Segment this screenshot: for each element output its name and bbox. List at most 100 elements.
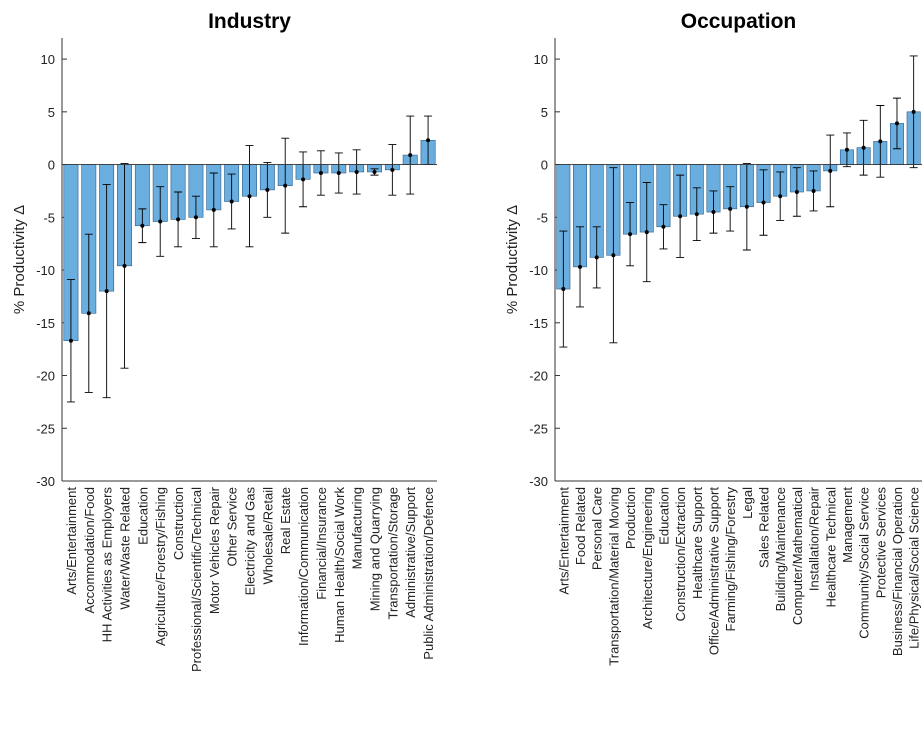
value-dot xyxy=(594,255,599,260)
x-tick-label: Manufacturing xyxy=(350,487,365,569)
value-dot xyxy=(336,171,341,176)
x-tick-label: Computer/Mathematical xyxy=(790,487,805,625)
x-tick-label: Production xyxy=(623,487,638,549)
y-tick-label: -5 xyxy=(43,210,55,225)
y-tick-label: 0 xyxy=(541,158,548,173)
y-tick-label: 0 xyxy=(48,158,55,173)
value-dot xyxy=(628,232,633,237)
value-dot xyxy=(354,169,359,174)
x-tick-label: Management xyxy=(840,487,855,563)
y-axis-label: % Productivity Δ xyxy=(504,205,521,314)
y-tick-label: -25 xyxy=(36,421,55,436)
y-tick-label: 10 xyxy=(41,52,55,67)
y-tick-label: -25 xyxy=(529,421,548,436)
x-tick-label: HH Activities as Employers xyxy=(100,487,115,643)
x-tick-label: Public Administration/Defence xyxy=(421,487,436,660)
value-dot xyxy=(193,215,198,220)
value-dot xyxy=(158,219,163,224)
y-tick-label: -5 xyxy=(536,210,548,225)
value-dot xyxy=(318,171,323,176)
value-dot xyxy=(211,207,216,212)
value-dot xyxy=(283,183,288,188)
x-tick-label: Transportation/Material Moving xyxy=(606,487,621,666)
value-dot xyxy=(140,223,145,228)
value-dot xyxy=(728,206,733,211)
value-dot xyxy=(894,121,899,126)
x-tick-label: Personal Care xyxy=(590,487,605,570)
value-dot xyxy=(611,253,616,258)
value-dot xyxy=(644,230,649,235)
y-tick-label: 5 xyxy=(541,105,548,120)
y-tick-label: 5 xyxy=(48,105,55,120)
value-dot xyxy=(678,214,683,219)
x-tick-label: Professional/Scientific/Technical xyxy=(189,487,204,672)
x-tick-label: Business/Financial Operation xyxy=(890,487,905,656)
x-tick-label: Motor Vehicles Repair xyxy=(207,486,222,614)
chart-title: Occupation xyxy=(681,10,797,33)
x-tick-label: Healthcare Support xyxy=(690,487,705,599)
y-tick-label: -15 xyxy=(529,316,548,331)
value-dot xyxy=(661,224,666,229)
x-tick-label: Architecture/Engineering xyxy=(640,487,655,629)
x-tick-label: Water/Waste Related xyxy=(118,487,133,610)
x-tick-label: Accommodation/Food xyxy=(82,487,97,613)
value-dot xyxy=(878,139,883,144)
y-tick-label: -30 xyxy=(529,474,548,489)
x-tick-label: Sales Related xyxy=(757,487,772,568)
value-dot xyxy=(561,287,566,292)
x-tick-label: Human Health/Social Work xyxy=(332,487,347,643)
value-dot xyxy=(911,109,916,114)
x-tick-label: Office/Administrative Support xyxy=(706,487,721,655)
value-dot xyxy=(372,169,377,174)
x-tick-label: Arts/Entertainment xyxy=(64,487,79,595)
x-tick-label: Electricity and Gas xyxy=(243,487,258,596)
x-tick-label: Life/Physical/Social Science xyxy=(907,487,922,649)
value-dot xyxy=(301,177,306,182)
x-tick-label: Protective Services xyxy=(873,487,888,599)
x-tick-label: Information/Communication xyxy=(296,487,311,646)
value-dot xyxy=(844,147,849,152)
value-dot xyxy=(578,264,583,269)
x-tick-label: Farming/Fishing/Forestry xyxy=(723,487,738,632)
x-tick-label: Community/Social Service xyxy=(857,487,872,639)
value-dot xyxy=(778,194,783,199)
x-tick-label: Legal xyxy=(740,487,755,519)
x-tick-label: Transportation/Storage xyxy=(385,487,400,619)
value-dot xyxy=(122,263,127,268)
y-tick-label: -10 xyxy=(36,263,55,278)
x-tick-label: Real Estate xyxy=(278,487,293,554)
value-dot xyxy=(390,167,395,172)
x-tick-label: Building/Maintenance xyxy=(773,487,788,611)
chart-title: Industry xyxy=(208,10,291,33)
y-tick-label: 10 xyxy=(534,52,548,67)
value-dot xyxy=(247,194,252,199)
value-dot xyxy=(861,145,866,150)
value-dot xyxy=(694,212,699,217)
y-axis-label: % Productivity Δ xyxy=(11,205,28,314)
value-dot xyxy=(794,189,799,194)
value-dot xyxy=(744,204,749,209)
value-dot xyxy=(229,199,234,204)
x-tick-label: Construction xyxy=(171,487,186,560)
x-tick-label: Education xyxy=(135,487,150,545)
value-dot xyxy=(711,210,716,215)
x-tick-label: Healthcare Technical xyxy=(823,487,838,608)
y-tick-label: -20 xyxy=(36,369,55,384)
value-dot xyxy=(104,289,109,294)
value-dot xyxy=(265,187,270,192)
value-dot xyxy=(426,138,431,143)
x-tick-label: Agriculture/Forestry/Fishing xyxy=(153,487,168,646)
value-dot xyxy=(176,217,181,222)
y-tick-label: -15 xyxy=(36,316,55,331)
value-dot xyxy=(86,311,91,316)
value-dot xyxy=(761,200,766,205)
x-tick-label: Installation/Repair xyxy=(807,486,822,591)
x-tick-label: Wholesale/Retail xyxy=(260,487,275,585)
value-dot xyxy=(408,153,413,158)
value-dot xyxy=(828,168,833,173)
x-tick-label: Food Related xyxy=(573,487,588,565)
x-tick-label: Education xyxy=(656,487,671,545)
y-tick-label: -20 xyxy=(529,369,548,384)
